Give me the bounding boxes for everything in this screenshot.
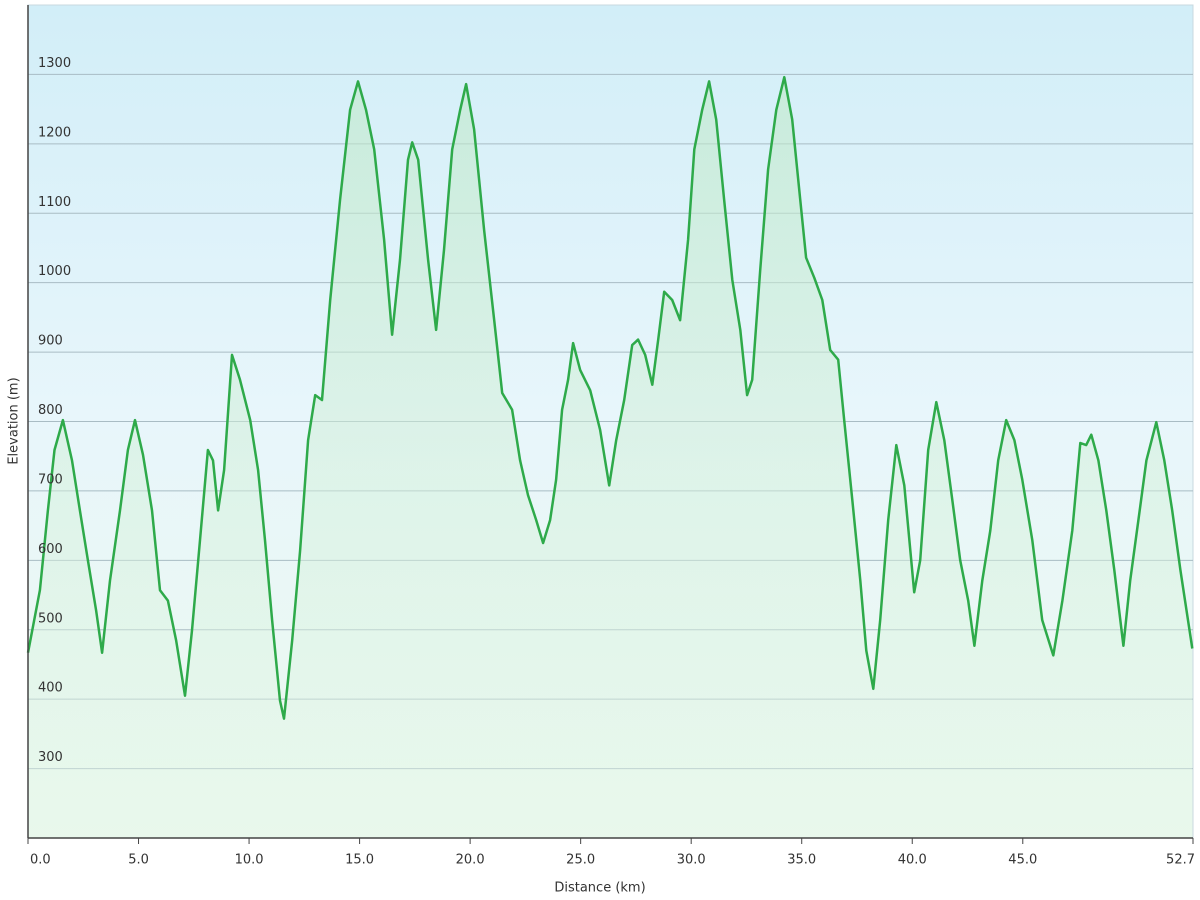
area-fill: [28, 77, 1193, 838]
x-tick-label: 15.0: [345, 853, 374, 868]
y-axis-label: Elevation (m): [7, 377, 22, 464]
y-tick-label: 1100: [38, 195, 71, 210]
x-tick-label: 45.0: [1008, 853, 1037, 868]
y-tick-label: 1200: [38, 125, 71, 140]
y-tick-label: 300: [38, 750, 63, 765]
y-tick-label: 500: [38, 611, 63, 626]
x-axis-label: Distance (km): [554, 881, 645, 896]
y-tick-label: 700: [38, 472, 63, 487]
x-tick-label: 20.0: [456, 853, 485, 868]
y-tick-label: 1300: [38, 56, 71, 71]
x-tick-label: 0.0: [30, 853, 51, 868]
y-tick-label: 900: [38, 334, 63, 349]
y-tick-label: 600: [38, 542, 63, 557]
y-tick-label: 1000: [38, 264, 71, 279]
elevation-line: [26, 75, 1194, 720]
x-tick-label: 30.0: [677, 853, 706, 868]
x-tick-label: 40.0: [898, 853, 927, 868]
x-tick-label: 10.0: [235, 853, 264, 868]
x-tick-label: 52.7: [1166, 853, 1195, 868]
plot-layer: [26, 73, 1194, 838]
y-tick-label: 400: [38, 681, 63, 696]
x-tick-label: 35.0: [787, 853, 816, 868]
x-tick-label: 25.0: [566, 853, 595, 868]
x-tick-label: 5.0: [128, 853, 149, 868]
y-tick-label: 800: [38, 403, 63, 418]
